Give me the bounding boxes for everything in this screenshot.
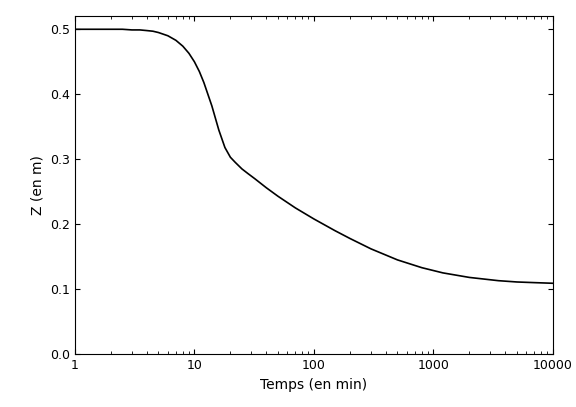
X-axis label: Temps (en min): Temps (en min) — [260, 378, 367, 392]
Y-axis label: Z (en m): Z (en m) — [31, 155, 44, 215]
